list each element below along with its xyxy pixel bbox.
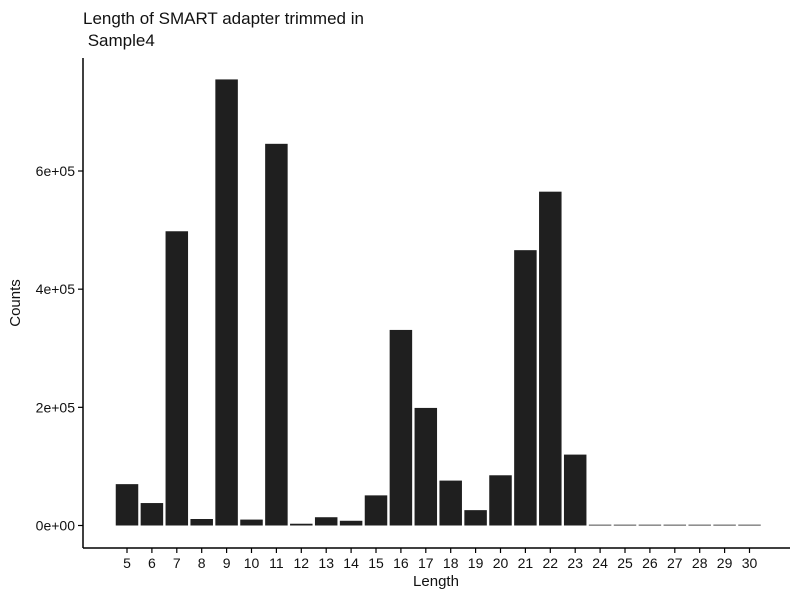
- bar-23: [563, 454, 587, 526]
- x-tick-label-16: 16: [393, 555, 409, 571]
- x-tick-label-27: 27: [667, 555, 683, 571]
- x-tick-label-13: 13: [318, 555, 334, 571]
- bar-14: [339, 520, 363, 526]
- x-tick-label-21: 21: [518, 555, 534, 571]
- y-axis-label: Counts: [7, 279, 24, 327]
- x-tick-label-23: 23: [567, 555, 583, 571]
- bar-20: [489, 475, 512, 526]
- x-tick-label-25: 25: [617, 555, 633, 571]
- bar-10: [240, 519, 263, 526]
- x-tick-label-6: 6: [148, 555, 156, 571]
- x-tick-label-28: 28: [692, 555, 708, 571]
- x-tick-label-26: 26: [642, 555, 658, 571]
- x-axis-ticks: 5 6 7 8 9 10 11 12 13 14 15 16 17 18 19 20 21 22 23 24 25 26 2…: [123, 548, 757, 571]
- y-tick-label-0: 0e+00: [36, 518, 76, 534]
- x-tick-label-14: 14: [343, 555, 359, 571]
- x-tick-label-5: 5: [123, 555, 131, 571]
- bar-18: [439, 480, 462, 526]
- bar-5: [115, 484, 139, 526]
- x-tick-label-19: 19: [468, 555, 484, 571]
- bar-8: [190, 519, 213, 526]
- x-tick-label-10: 10: [244, 555, 260, 571]
- bar-9: [215, 79, 238, 526]
- bar-16: [389, 329, 413, 526]
- bar-29: [713, 524, 736, 526]
- bar-12: [290, 523, 313, 526]
- y-axis-ticks: 0e+00 2e+05 4e+05 6e+05: [36, 163, 83, 534]
- x-tick-label-7: 7: [173, 555, 181, 571]
- bar-17: [414, 407, 438, 526]
- bar-19: [464, 510, 487, 526]
- bar-28: [688, 524, 711, 526]
- bar-30: [738, 524, 761, 526]
- y-tick-label-1: 2e+05: [36, 399, 76, 415]
- x-tick-label-11: 11: [269, 555, 284, 571]
- y-tick-label-2: 4e+05: [36, 281, 76, 297]
- bar-27: [663, 524, 687, 526]
- chart-title-line-1: Length of SMART adapter trimmed in: [83, 9, 364, 28]
- x-tick-label-17: 17: [418, 555, 434, 571]
- bar-26: [638, 524, 662, 526]
- chart-title-line-2: Sample4: [83, 31, 155, 50]
- bars-group: [115, 79, 761, 526]
- x-tick-label-20: 20: [493, 555, 509, 571]
- bar-24: [588, 524, 612, 526]
- x-tick-label-15: 15: [368, 555, 384, 571]
- bar-25: [613, 524, 637, 526]
- x-tick-label-8: 8: [198, 555, 206, 571]
- bar-11: [265, 143, 288, 526]
- x-tick-label-24: 24: [592, 555, 608, 571]
- x-tick-label-30: 30: [742, 555, 758, 571]
- bar-15: [364, 495, 388, 526]
- x-tick-label-22: 22: [543, 555, 559, 571]
- x-tick-label-29: 29: [717, 555, 733, 571]
- y-tick-label-3: 6e+05: [36, 163, 76, 179]
- bar-13: [314, 517, 338, 526]
- bar-22: [539, 191, 562, 526]
- x-tick-label-9: 9: [223, 555, 231, 571]
- bar-21: [514, 250, 537, 526]
- x-axis-label: Length: [413, 573, 459, 590]
- x-tick-label-18: 18: [443, 555, 459, 571]
- bar-7: [165, 231, 189, 526]
- bar-6: [140, 503, 164, 526]
- x-tick-label-12: 12: [294, 555, 310, 571]
